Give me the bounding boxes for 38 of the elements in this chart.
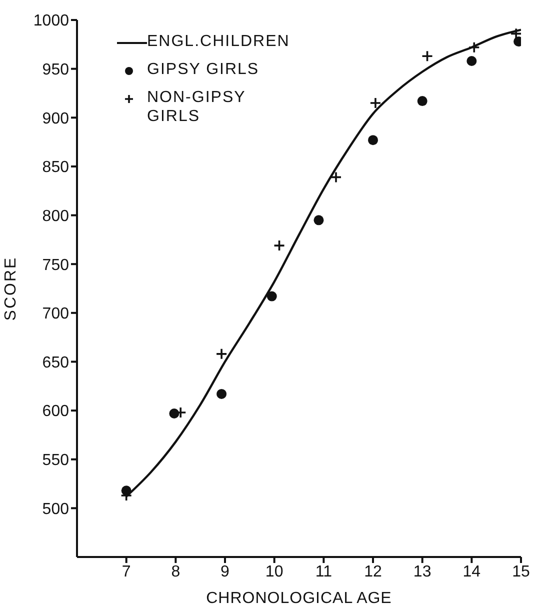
y-tick-label: 800 xyxy=(42,208,70,225)
legend-label: GIPSY GIRLS xyxy=(147,60,260,79)
x-tick-label: 15 xyxy=(512,563,530,580)
y-tick-label: 550 xyxy=(42,452,70,470)
point xyxy=(466,56,477,66)
y-tick-label: 950 xyxy=(42,62,70,78)
point xyxy=(330,171,342,184)
x-tick-label: 13 xyxy=(413,563,432,580)
x-tick-label: 14 xyxy=(462,563,481,580)
x-tick-label: 8 xyxy=(171,563,180,580)
point xyxy=(421,50,434,62)
y-tick-label: 750 xyxy=(42,256,70,274)
x-tick-label: 10 xyxy=(265,563,284,580)
y-axis-title: SCORE xyxy=(2,256,20,321)
x-tick-label: 12 xyxy=(364,563,382,580)
y-tick-label: 700 xyxy=(42,306,70,323)
y-tick-label: 650 xyxy=(42,354,70,372)
x-tick-label: 9 xyxy=(220,563,230,580)
y-tick-label: 850 xyxy=(42,159,70,176)
point xyxy=(216,388,227,399)
x-tick-label: 7 xyxy=(122,563,131,580)
x-axis-title: CHRONOLOGICAL AGE xyxy=(206,590,392,607)
y-tick-label: 1000 xyxy=(33,12,70,30)
point xyxy=(370,97,382,109)
y-tick-label: 500 xyxy=(42,500,70,518)
point xyxy=(266,291,277,302)
legend-label: ENGL.CHILDREN xyxy=(147,32,290,51)
point xyxy=(417,96,428,106)
legend-label: NON-GIPSY GIRLS xyxy=(147,88,246,126)
point xyxy=(314,215,324,226)
y-tick-label: 600 xyxy=(42,403,70,420)
y-tick-label: 900 xyxy=(42,110,70,128)
point xyxy=(273,240,286,252)
point xyxy=(468,41,480,54)
point xyxy=(368,135,378,146)
point xyxy=(216,348,228,360)
point xyxy=(169,408,180,418)
x-tick-label: 11 xyxy=(315,563,332,580)
